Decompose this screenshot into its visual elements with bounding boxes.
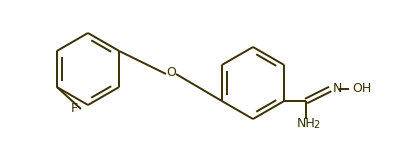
Text: N: N	[333, 82, 343, 95]
Text: NH: NH	[297, 117, 315, 130]
Text: 2: 2	[313, 120, 320, 130]
Text: F: F	[70, 103, 78, 116]
Text: OH: OH	[352, 82, 371, 95]
Text: O: O	[166, 66, 176, 79]
